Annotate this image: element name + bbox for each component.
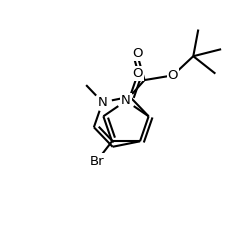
Text: N: N [98, 96, 107, 109]
Text: N: N [121, 94, 131, 107]
Text: O: O [168, 69, 178, 82]
Text: O: O [133, 67, 143, 80]
Text: Br: Br [89, 155, 104, 168]
Text: O: O [132, 47, 142, 60]
